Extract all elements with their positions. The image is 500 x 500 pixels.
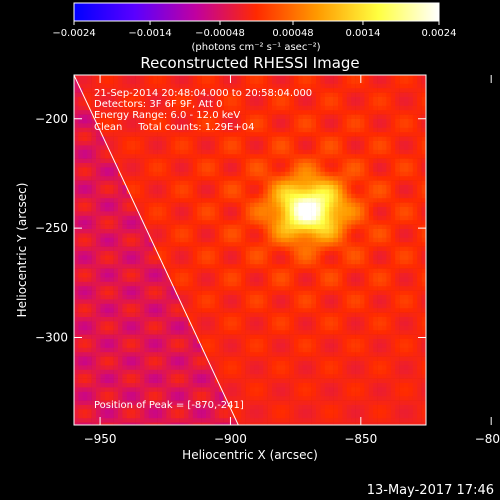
- x-tick-label: −850: [344, 432, 377, 446]
- x-tick-label: −900: [214, 432, 247, 446]
- colorbar-tick-label: 0.00048: [272, 28, 313, 39]
- y-tick-label: −300: [35, 331, 68, 345]
- chart-title: Reconstructed RHESSI Image: [140, 54, 359, 72]
- annotation-energy-range: Energy Range: 6.0 - 12.0 keV: [94, 110, 240, 121]
- y-tick-label: −200: [35, 112, 68, 126]
- annotations: 21-Sep-2014 20:48:04.000 to 20:58:04.000…: [94, 88, 312, 411]
- plot-frame: [73, 74, 427, 426]
- heatmap-image: [74, 75, 426, 425]
- colorbar-tick-label: −0.0014: [128, 28, 171, 39]
- x-tick-label: −950: [84, 432, 117, 446]
- x-tick-label: −800: [475, 432, 500, 446]
- annotation-time-range: 21-Sep-2014 20:48:04.000 to 20:58:04.000: [94, 88, 312, 99]
- x-axis-label: Heliocentric X (arcsec): [182, 448, 318, 462]
- colorbar-tick-label: 0.0024: [422, 28, 457, 39]
- annotation-detectors: Detectors: 3F 6F 9F, Att 0: [94, 99, 222, 110]
- annotation-counts: Clean Total counts: 1.29E+04: [94, 122, 254, 133]
- colorbar-tick-label: 0.0014: [345, 28, 380, 39]
- colorbar: −0.0024 −0.0014 −0.00048 0.00048 0.0014 0.002…: [52, 2, 457, 53]
- solar-limb-line: [74, 75, 239, 425]
- colorbar-tick-label: −0.00048: [195, 28, 245, 39]
- plot-area: −950 −900 −850 −800 −200 −250 −300: [35, 74, 500, 446]
- colorbar-units-label: (photons cm⁻² s⁻¹ asec⁻²): [191, 42, 320, 53]
- footer-timestamp: 13-May-2017 17:46: [367, 483, 494, 498]
- y-axis-label: Heliocentric Y (arcsec): [15, 183, 29, 318]
- colorbar-tick-label: −0.0024: [52, 28, 95, 39]
- annotation-peak-position: Position of Peak = [-870,-241]: [94, 400, 244, 411]
- y-tick-label: −250: [35, 221, 68, 235]
